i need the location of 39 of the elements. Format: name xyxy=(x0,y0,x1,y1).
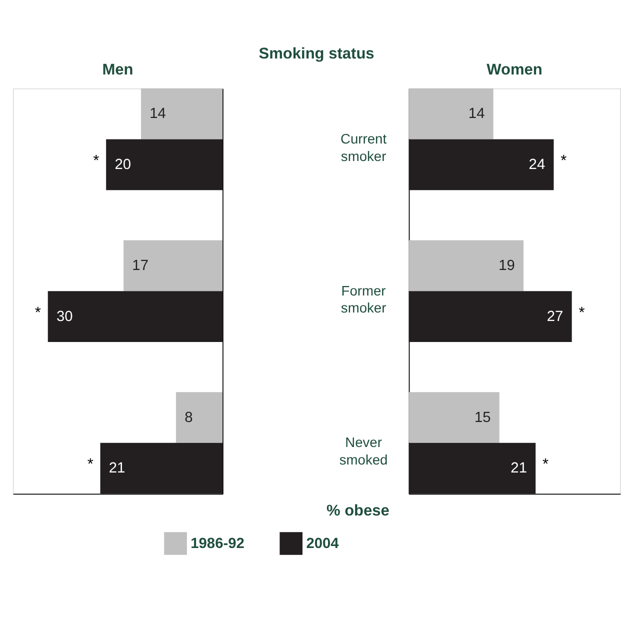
data-label: 17 xyxy=(132,258,148,274)
bar xyxy=(176,392,223,443)
bar xyxy=(408,88,494,140)
annotation: * xyxy=(542,456,549,474)
data-label: 21 xyxy=(108,460,126,477)
bar xyxy=(408,291,572,342)
bar xyxy=(408,139,554,190)
bar xyxy=(100,442,223,494)
data-label: 20 xyxy=(114,157,132,174)
data-label: 8 xyxy=(184,410,193,426)
annotation: * xyxy=(578,304,585,322)
chart-title: Men xyxy=(102,62,134,79)
legend-label: 2004 xyxy=(306,536,340,552)
bar xyxy=(408,392,500,443)
data-label: 14 xyxy=(468,106,485,122)
annotation: * xyxy=(93,152,100,170)
bar xyxy=(408,240,524,292)
y-tick-label: Never smoked xyxy=(339,435,388,468)
y-tick-label: Current smoker xyxy=(340,132,387,164)
annotation: * xyxy=(560,152,567,170)
legend-label: 1986-92 xyxy=(190,536,244,552)
data-label: 14 xyxy=(150,106,166,122)
bar xyxy=(106,139,223,190)
data-label: 30 xyxy=(56,308,73,325)
bar xyxy=(48,291,223,342)
annotation: * xyxy=(87,456,94,474)
bar xyxy=(408,442,536,494)
data-label: 21 xyxy=(510,460,527,477)
data-label: 15 xyxy=(474,410,491,426)
data-label: 19 xyxy=(498,258,515,274)
bar xyxy=(141,88,223,140)
data-label: 24 xyxy=(528,157,546,174)
text: Smoking status xyxy=(258,46,374,63)
annotation: * xyxy=(34,304,41,322)
bar xyxy=(124,240,223,292)
chart-title: Women xyxy=(486,62,542,79)
data-label: 27 xyxy=(546,308,564,325)
y-tick-label: Former smoker xyxy=(340,283,387,316)
x-axis-title: % obese xyxy=(326,502,390,520)
